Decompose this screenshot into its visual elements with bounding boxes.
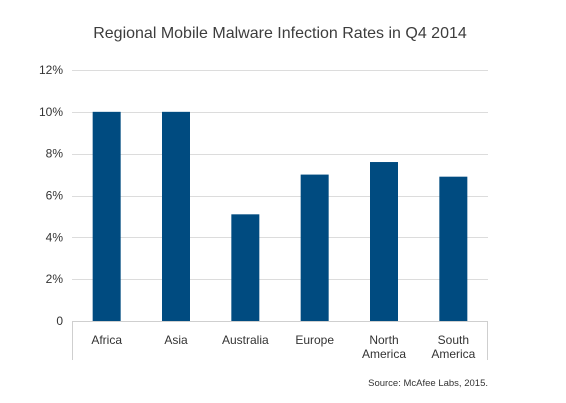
y-tick-label: 12% bbox=[39, 63, 63, 77]
x-category-label: North America bbox=[362, 333, 406, 361]
bar bbox=[301, 175, 329, 321]
x-category-label: Europe bbox=[295, 333, 334, 347]
bar bbox=[162, 112, 190, 321]
x-category-label: Asia bbox=[164, 333, 188, 347]
x-axis-category-labels: Africa Asia Australia Europe North America Sou… bbox=[91, 333, 475, 361]
x-category-label: Australia bbox=[222, 333, 269, 347]
bar bbox=[439, 177, 467, 321]
gridlines bbox=[72, 71, 488, 280]
bar bbox=[93, 112, 121, 321]
y-tick-label: 4% bbox=[46, 230, 64, 244]
y-tick-label: 10% bbox=[39, 105, 63, 119]
y-tick-label: 2% bbox=[46, 272, 64, 286]
y-tick-label: 8% bbox=[46, 147, 64, 161]
bar bbox=[231, 214, 259, 321]
y-tick-label: 6% bbox=[46, 189, 64, 203]
x-category-label: Africa bbox=[91, 333, 122, 347]
bar bbox=[370, 162, 398, 321]
x-category-label: South America bbox=[431, 333, 475, 361]
y-tick-label: 0 bbox=[56, 314, 63, 328]
source-note: Source: McAfee Labs, 2015. bbox=[368, 378, 488, 389]
chart-title: Regional Mobile Malware Infection Rates … bbox=[93, 25, 467, 42]
y-axis-tick-labels: 0 2% 4% 6% 8% 10% 12% bbox=[39, 63, 63, 328]
x-axis bbox=[72, 321, 488, 360]
bars bbox=[93, 112, 468, 321]
